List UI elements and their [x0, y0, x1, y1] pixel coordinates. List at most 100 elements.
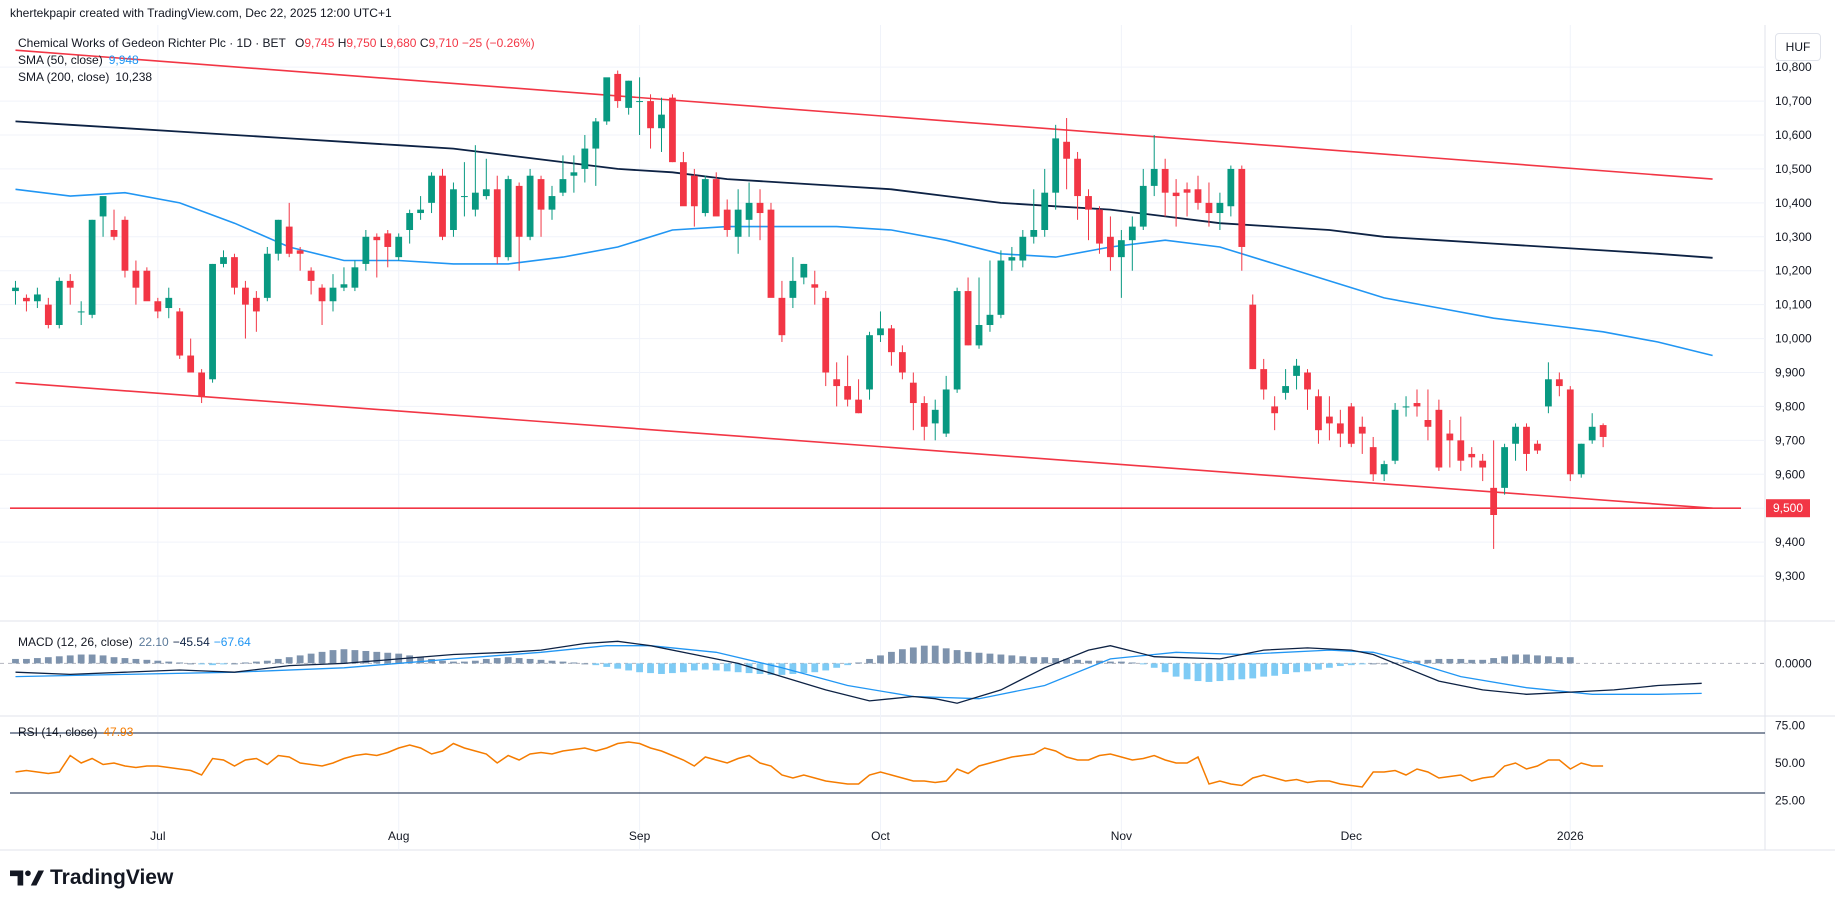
price-tick-label: 10,200 — [1775, 264, 1812, 278]
currency-button[interactable]: HUF — [1775, 33, 1821, 61]
candle — [1205, 182, 1213, 227]
candle — [723, 199, 731, 237]
sma50-legend[interactable]: SMA (50, close) 9,948 — [18, 53, 139, 67]
candle — [1490, 440, 1498, 549]
candle-body — [493, 189, 501, 258]
candle — [877, 311, 884, 342]
candle-body — [515, 185, 523, 237]
candle — [1183, 182, 1191, 217]
candle-body — [570, 172, 578, 176]
rsi-pane — [10, 732, 1765, 794]
candle — [417, 196, 424, 220]
macd-hist-bar — [658, 663, 665, 674]
tradingview-logo[interactable]: TradingView — [10, 866, 173, 890]
macd-hist-bar — [1293, 663, 1300, 673]
time-tick-label: Sep — [629, 829, 651, 843]
macd-hist-bar — [1304, 663, 1311, 672]
macd-hist-bar — [647, 663, 654, 674]
macd-hist-bar — [811, 663, 819, 673]
candle — [888, 325, 895, 366]
price-pane — [10, 49, 1741, 549]
macd-hist-bar — [953, 650, 961, 664]
candle-body — [471, 192, 479, 210]
macd-hist-bar — [318, 651, 326, 664]
candle-body — [461, 196, 468, 198]
candle — [44, 297, 52, 329]
candle — [198, 369, 206, 404]
candle — [526, 168, 534, 241]
candle — [220, 250, 227, 268]
macd-hist-bar — [209, 663, 216, 666]
macd-hist-bar — [1271, 663, 1279, 676]
candle — [406, 209, 414, 244]
candle-body — [942, 389, 950, 434]
rsi-label: RSI (14, close) — [18, 725, 98, 739]
candle — [734, 189, 742, 254]
candle — [1315, 389, 1322, 444]
candle — [647, 94, 654, 149]
macd-hist-bar — [636, 663, 643, 673]
candle-body — [450, 189, 457, 230]
macd-hist-bar — [1380, 663, 1388, 665]
candle — [1588, 413, 1596, 444]
candle-body — [866, 335, 873, 390]
candle-body — [198, 372, 206, 397]
candle — [1117, 230, 1125, 298]
candle — [778, 280, 786, 342]
macd-hist-bar — [1501, 656, 1508, 664]
macd-hist-bar — [1161, 663, 1169, 673]
rsi-tick-label: 25.00 — [1775, 794, 1805, 808]
candle — [384, 230, 392, 268]
macd-hist-bar — [1249, 663, 1257, 679]
sma50-line — [15, 188, 1713, 357]
price-tick-label: 10,100 — [1775, 298, 1812, 312]
macd-hist-bar — [340, 649, 348, 664]
candle-body — [406, 213, 414, 230]
candle-body — [603, 77, 611, 122]
sma200-legend[interactable]: SMA (200, close) 10,238 — [18, 70, 152, 84]
macd-hist-bar — [471, 660, 479, 664]
candle — [1216, 192, 1224, 230]
macd-hist-bar — [23, 658, 30, 664]
candle — [1260, 358, 1268, 400]
macd-hist-bar — [756, 663, 764, 674]
candle — [986, 260, 994, 332]
candle — [428, 172, 435, 214]
macd-hist-bar — [77, 654, 85, 664]
time-tick-label: 2026 — [1557, 829, 1584, 843]
macd-hist-bar — [712, 663, 720, 671]
candle — [789, 257, 797, 309]
macd-hist-bar — [986, 653, 994, 664]
time-tick-label: Nov — [1111, 829, 1132, 843]
candle-body — [537, 179, 545, 210]
macd-hist-bar — [888, 651, 895, 664]
price-tick-label: 9,700 — [1775, 433, 1805, 447]
candle — [482, 158, 490, 200]
sma200-line — [15, 120, 1713, 259]
macd-hist-bar — [504, 657, 512, 664]
open-value: 9,745 — [304, 36, 335, 50]
candle-body — [756, 202, 764, 214]
candle-body — [844, 386, 852, 400]
candle-body — [242, 287, 249, 305]
rsi-legend[interactable]: RSI (14, close) 47.93 — [18, 725, 133, 739]
macd-legend[interactable]: MACD (12, 26, close) 22.10 −45.54 −67.64 — [18, 635, 255, 649]
candle-body — [1577, 443, 1585, 475]
candle-body — [88, 219, 96, 315]
candle — [296, 246, 304, 271]
macd-hist-bar — [975, 652, 983, 664]
candle-body — [428, 175, 435, 203]
macd-hist-bar — [537, 659, 545, 664]
candle — [187, 338, 195, 373]
macd-hist-bar — [461, 661, 468, 664]
macd-hist-bar — [745, 663, 753, 674]
macd-hist-bar — [274, 658, 282, 664]
candle — [373, 233, 381, 278]
candle-body — [23, 297, 30, 302]
candle — [1238, 165, 1246, 271]
macd-hist-bar — [55, 656, 63, 664]
macd-hist-bar — [450, 661, 457, 664]
candle-body — [55, 280, 63, 325]
macd-hist-bar — [1523, 654, 1530, 664]
